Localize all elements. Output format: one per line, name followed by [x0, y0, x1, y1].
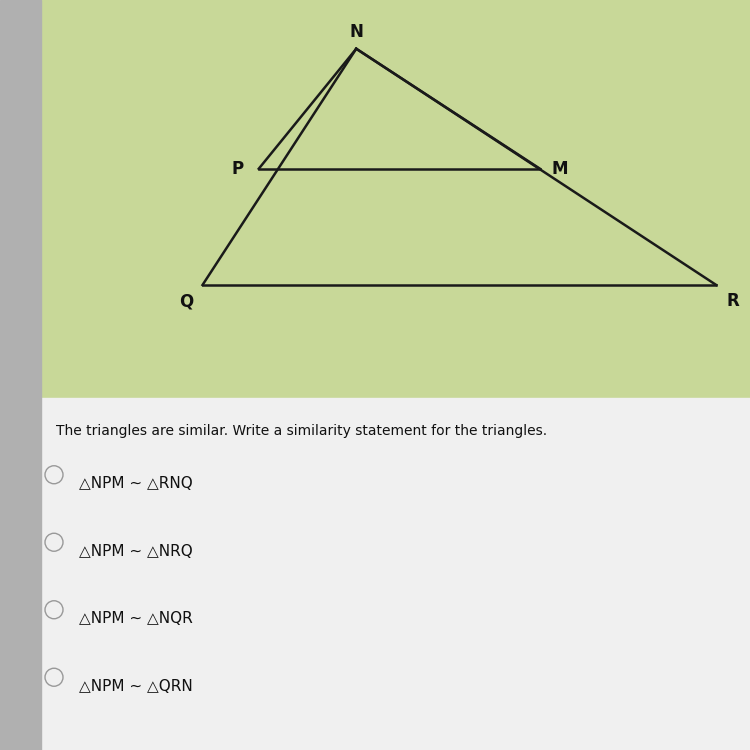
Text: P: P — [232, 160, 244, 178]
Bar — [0, 0, 41, 750]
Bar — [41, 398, 750, 750]
Text: △NPM ∼ △NRQ: △NPM ∼ △NRQ — [79, 544, 193, 559]
Bar — [41, 0, 750, 398]
Text: △NPM ∼ △QRN: △NPM ∼ △QRN — [79, 679, 193, 694]
Text: Q: Q — [179, 292, 194, 310]
Text: N: N — [350, 23, 363, 41]
Text: △NPM ∼ △RNQ: △NPM ∼ △RNQ — [79, 476, 193, 491]
Text: M: M — [551, 160, 568, 178]
Text: R: R — [726, 292, 739, 310]
Text: △NPM ∼ △NQR: △NPM ∼ △NQR — [79, 611, 193, 626]
Text: The triangles are similar. Write a similarity statement for the triangles.: The triangles are similar. Write a simil… — [56, 424, 548, 438]
